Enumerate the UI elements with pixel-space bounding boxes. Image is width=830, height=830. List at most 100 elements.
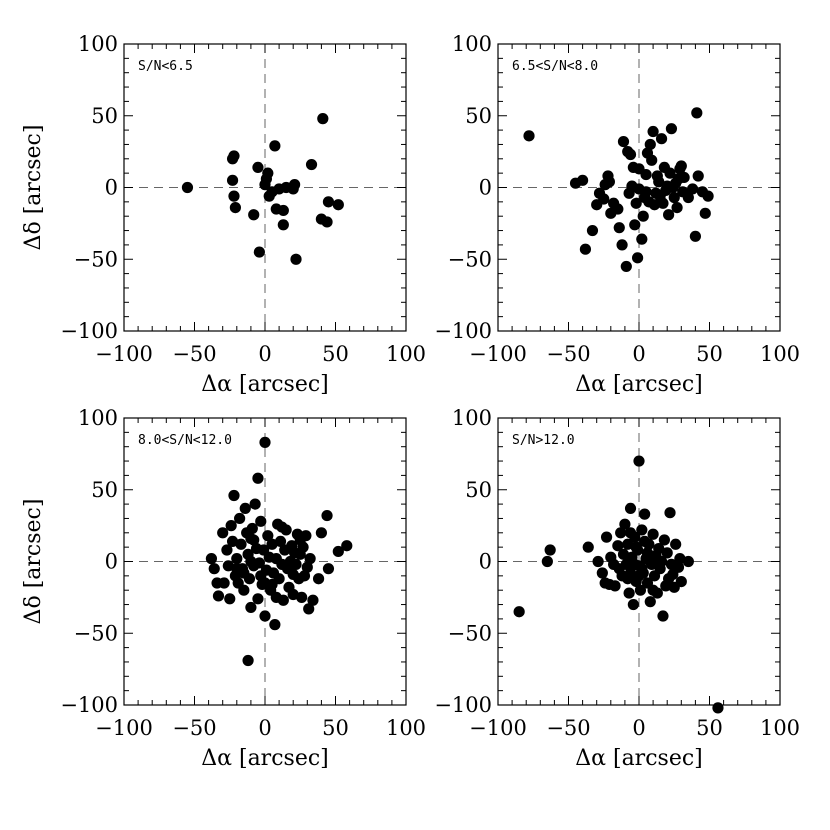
data-point [181, 181, 194, 194]
data-point [212, 590, 225, 602]
data-point [234, 512, 246, 525]
data-point [245, 555, 257, 568]
data-point [259, 610, 271, 622]
x-tick-label: 100 [760, 716, 800, 740]
data-point [663, 209, 675, 221]
x-tick-label: 0 [632, 342, 645, 366]
data-point [655, 555, 668, 568]
data-point [624, 148, 637, 161]
data-point [270, 591, 282, 603]
data-point [639, 508, 651, 520]
data-point [644, 596, 656, 608]
data-point [228, 489, 240, 502]
y-tick-label: 0 [105, 550, 118, 574]
x-tick-label: 100 [760, 342, 800, 366]
x-tick-label: 100 [386, 342, 426, 366]
data-point [622, 538, 634, 550]
data-point [513, 606, 525, 618]
data-point [255, 515, 267, 527]
data-point [579, 243, 592, 255]
data-point [686, 183, 699, 195]
data-point [304, 553, 316, 565]
data-point [245, 601, 257, 614]
panel-3: −100 −50 0 50 100 100 50 0 −50 −100 Δα [arcsec] Δδ … [21, 406, 426, 771]
data-point [664, 167, 676, 179]
data-point [612, 540, 624, 552]
y-axis-title: Δδ [arcsec] [21, 125, 46, 251]
data-point [712, 702, 724, 714]
data-point [616, 239, 628, 251]
data-point [636, 524, 648, 536]
data-point [274, 535, 287, 548]
data-point [289, 179, 301, 191]
y-tick-label: 50 [465, 104, 492, 128]
data-point [229, 201, 241, 214]
data-point [613, 222, 625, 234]
data-point [644, 138, 656, 151]
data-point [228, 190, 240, 202]
data-point [596, 567, 608, 579]
y-tick-label: 0 [105, 176, 118, 200]
x-axis-title: Δα [arcsec] [201, 746, 329, 771]
y-tick-label: 100 [78, 32, 118, 56]
data-point [699, 207, 711, 219]
panel-2: −100 −50 0 50 100 100 50 0 −50 −100 Δα [arcsec] 6.5… [434, 32, 800, 397]
data-point [664, 507, 676, 519]
data-point [648, 199, 661, 211]
data-point [332, 199, 344, 211]
data-point [523, 130, 535, 142]
y-tick-label: −100 [60, 319, 118, 343]
data-point [629, 219, 641, 231]
data-point [640, 186, 652, 198]
data-point [225, 520, 237, 532]
y-tick-label: 50 [465, 478, 492, 502]
data-point [633, 570, 645, 582]
data-point [612, 203, 624, 215]
data-point [248, 209, 260, 221]
data-point [620, 260, 632, 273]
data-point [631, 252, 644, 264]
x-tick-label: 50 [696, 716, 723, 740]
data-point [609, 580, 621, 592]
x-tick-label: −100 [95, 716, 153, 740]
data-point [228, 150, 240, 162]
data-point [653, 542, 665, 555]
data-point [298, 570, 311, 582]
y-tick-label: −100 [434, 319, 492, 343]
x-tick-label: 0 [632, 716, 645, 740]
data-point [615, 527, 627, 539]
data-point [622, 573, 634, 585]
panel-label: S/N<6.5 [138, 59, 193, 74]
data-point [641, 547, 654, 559]
data-point [239, 502, 251, 515]
data-point [231, 553, 243, 565]
y-tick-label: 100 [452, 32, 492, 56]
y-tick-label: −50 [448, 247, 492, 271]
data-point [249, 498, 261, 510]
y-tick-label: 0 [479, 550, 492, 574]
panel-4: −100 −50 0 50 100 100 50 0 −50 −100 Δα [arcsec] S/N… [434, 406, 800, 771]
y-tick-label: 50 [91, 478, 118, 502]
data-point [277, 204, 289, 217]
data-point [630, 197, 642, 209]
data-point [315, 527, 327, 539]
data-point [692, 170, 704, 182]
x-tick-label: 100 [386, 716, 426, 740]
data-point [634, 584, 647, 596]
data-point [231, 563, 243, 575]
data-point [661, 547, 673, 559]
data-point [668, 191, 680, 204]
panel-label: 6.5<S/N<8.0 [512, 59, 598, 74]
data-point [242, 654, 254, 667]
panel-label: 8.0<S/N<12.0 [138, 433, 232, 448]
data-point [253, 557, 265, 569]
data-point [322, 563, 335, 575]
x-axis-title: Δα [arcsec] [201, 372, 329, 397]
data-point [294, 534, 306, 546]
data-point [624, 527, 637, 539]
x-axis-title: Δα [arcsec] [575, 746, 703, 771]
data-point [276, 521, 288, 533]
data-point [577, 174, 589, 186]
data-point [269, 619, 281, 631]
data-point [675, 575, 687, 588]
